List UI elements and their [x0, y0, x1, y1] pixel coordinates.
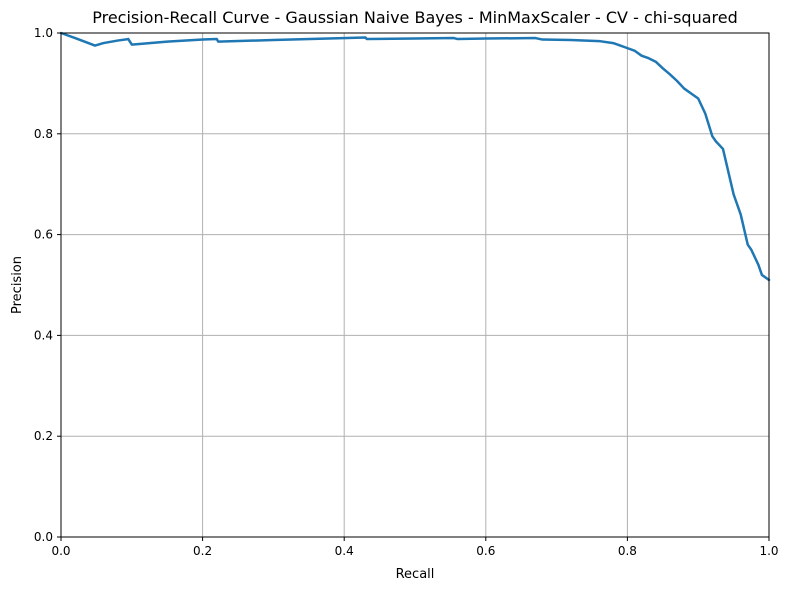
y-tick-label: 0.4 — [34, 328, 53, 342]
x-tick-label: 0.6 — [476, 544, 495, 558]
ticks: 0.0 0.2 0.4 0.6 0.8 1.0 0.0 0.2 0.4 0.6 0.8 1.0 — [34, 26, 779, 558]
x-tick-label: 0.2 — [193, 544, 212, 558]
y-tick-label: 1.0 — [34, 26, 53, 40]
pr-curve-line — [59, 31, 771, 282]
plot-frame — [60, 32, 770, 538]
x-tick-label: 0.8 — [618, 544, 637, 558]
y-axis-label: Precision — [10, 256, 25, 314]
x-tick-label: 1.0 — [759, 544, 778, 558]
x-tick-label: 0.4 — [335, 544, 354, 558]
y-tick-label: 0.8 — [34, 127, 53, 141]
x-axis-label: Recall — [396, 567, 435, 582]
x-tick-label: 0.0 — [51, 544, 70, 558]
series-layer — [59, 31, 771, 282]
chart-title: Precision-Recall Curve - Gaussian Naive … — [92, 8, 738, 27]
y-tick-label: 0.6 — [34, 228, 53, 242]
y-tick-label: 0.2 — [34, 429, 53, 443]
y-tick-label: 0.0 — [34, 530, 53, 544]
